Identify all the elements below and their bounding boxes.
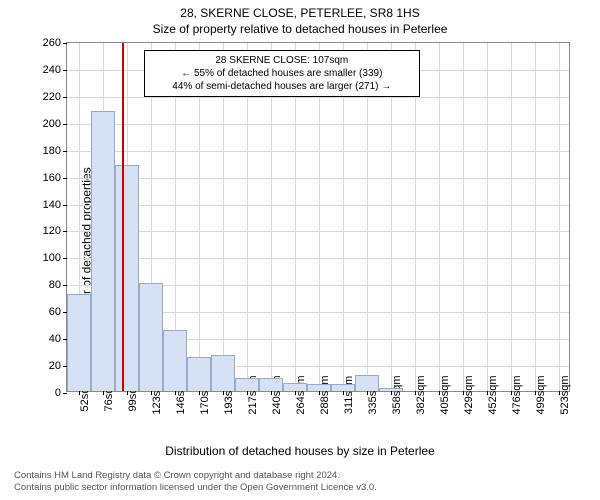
histogram-bar <box>139 283 163 391</box>
histogram-bar <box>307 384 331 391</box>
ytick-label: 180 <box>43 145 61 157</box>
chart-title: 28, SKERNE CLOSE, PETERLEE, SR8 1HS <box>0 6 600 20</box>
xtick-label: 382sqm <box>415 375 427 414</box>
ytick-label: 20 <box>49 360 61 372</box>
ytick-label: 100 <box>43 252 61 264</box>
xtick-label: 358sqm <box>391 375 403 414</box>
xtick-label: 405sqm <box>439 375 451 414</box>
annotation-box: 28 SKERNE CLOSE: 107sqm← 55% of detached… <box>144 50 420 97</box>
gridline-h <box>67 151 569 152</box>
ytick-mark <box>63 151 67 152</box>
annotation-line-1: 28 SKERNE CLOSE: 107sqm <box>151 54 413 67</box>
ytick-mark <box>63 97 67 98</box>
ytick-mark <box>63 124 67 125</box>
histogram-bar <box>283 383 307 391</box>
histogram-bar <box>235 378 259 391</box>
histogram-bar <box>211 355 235 391</box>
xtick-label: 476sqm <box>511 375 523 414</box>
histogram-bar <box>379 388 403 391</box>
xtick-label: 288sqm <box>319 375 331 414</box>
chart-container: 28, SKERNE CLOSE, PETERLEE, SR8 1HS Size… <box>0 0 600 500</box>
chart-subtitle: Size of property relative to detached ho… <box>0 22 600 36</box>
footer-line-1: Contains HM Land Registry data © Crown c… <box>14 470 377 482</box>
ytick-label: 0 <box>55 387 61 399</box>
gridline-v <box>463 43 464 391</box>
annotation-line-3: 44% of semi-detached houses are larger (… <box>151 80 413 93</box>
histogram-bar <box>115 165 139 391</box>
gridline-v <box>535 43 536 391</box>
xtick-label: 452sqm <box>487 375 499 414</box>
ytick-label: 240 <box>43 64 61 76</box>
x-axis-label: Distribution of detached houses by size … <box>0 444 600 458</box>
ytick-mark <box>63 205 67 206</box>
reference-line <box>122 43 124 391</box>
gridline-h <box>67 258 569 259</box>
gridline-h <box>67 205 569 206</box>
ytick-label: 220 <box>43 91 61 103</box>
xtick-label: 523sqm <box>559 375 571 414</box>
xtick-label: 429sqm <box>463 375 475 414</box>
ytick-mark <box>63 258 67 259</box>
plot-area: 02040608010012014016018020022024026052sq… <box>66 42 570 392</box>
gridline-h <box>67 124 569 125</box>
histogram-bar <box>163 330 187 391</box>
histogram-bar <box>67 294 91 391</box>
ytick-label: 260 <box>43 37 61 49</box>
gridline-v <box>559 43 560 391</box>
histogram-bar <box>355 375 379 391</box>
ytick-mark <box>63 231 67 232</box>
ytick-mark <box>63 285 67 286</box>
gridline-v <box>439 43 440 391</box>
ytick-mark <box>63 178 67 179</box>
xtick-label: 264sqm <box>295 375 307 414</box>
histogram-bar <box>259 378 283 391</box>
histogram-bar <box>91 111 115 391</box>
footer-attribution: Contains HM Land Registry data © Crown c… <box>14 470 377 495</box>
ytick-label: 200 <box>43 118 61 130</box>
gridline-h <box>67 231 569 232</box>
ytick-mark <box>63 43 67 44</box>
xtick-label: 311sqm <box>343 376 355 414</box>
gridline-v <box>487 43 488 391</box>
footer-line-2: Contains public sector information licen… <box>14 482 377 494</box>
xtick-label: 499sqm <box>535 375 547 414</box>
ytick-label: 140 <box>43 199 61 211</box>
ytick-mark <box>63 393 67 394</box>
ytick-mark <box>63 70 67 71</box>
annotation-line-2: ← 55% of detached houses are smaller (33… <box>151 67 413 80</box>
ytick-label: 160 <box>43 172 61 184</box>
gridline-v <box>511 43 512 391</box>
gridline-h <box>67 178 569 179</box>
ytick-label: 60 <box>49 306 61 318</box>
histogram-bar <box>187 357 211 391</box>
ytick-label: 80 <box>49 279 61 291</box>
ytick-label: 40 <box>49 333 61 345</box>
ytick-label: 120 <box>43 225 61 237</box>
histogram-bar <box>331 384 355 391</box>
